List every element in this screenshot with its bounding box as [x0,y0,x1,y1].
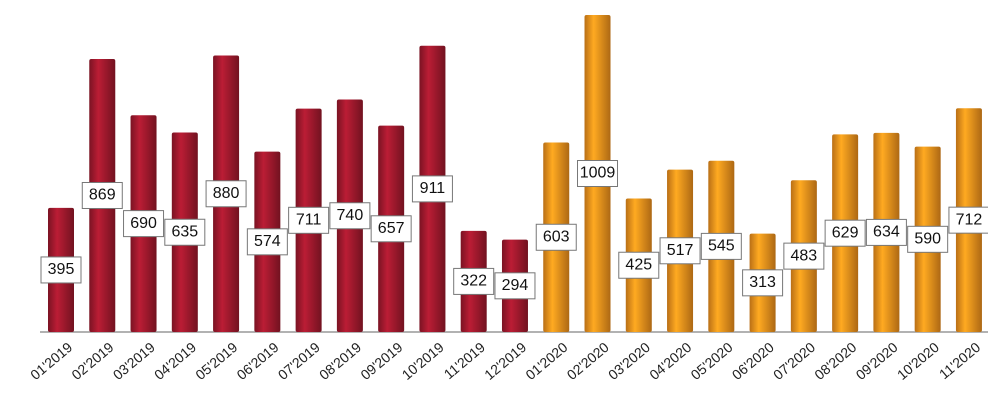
x-tick-label: 06'2020 [729,339,777,383]
x-tick-label: 02'2019 [68,339,116,383]
value-label: 574 [254,233,281,250]
x-tick-label: 05'2020 [688,339,736,383]
value-label: 313 [749,274,776,291]
x-tick-label: 07'2020 [770,339,818,383]
x-tick-label: 12'2019 [481,339,529,383]
value-label: 657 [378,220,405,237]
value-label-box [494,272,536,300]
x-tick-label: 11'2019 [441,339,488,382]
value-label: 911 [420,180,446,197]
value-label-box [824,219,866,247]
value-label-box [783,242,825,270]
value-label-box [535,223,577,251]
value-label-box [288,206,330,234]
x-tick-label: 01'2020 [522,339,570,383]
value-label-box [329,202,371,230]
value-label: 869 [89,187,116,204]
value-label-box [742,269,784,297]
value-label: 425 [625,256,652,273]
value-label: 395 [48,261,75,278]
value-label: 880 [213,185,240,202]
value-label: 590 [914,231,941,248]
value-label-box [700,232,742,260]
value-label-box [246,228,288,256]
value-label: 740 [337,207,364,224]
x-tick-label: 07'2019 [275,339,323,383]
value-label-box [618,251,660,279]
value-label: 322 [460,273,487,290]
x-tick-label: 04'2020 [646,339,694,383]
x-tick-label: 03'2020 [605,339,653,383]
value-label: 517 [667,242,694,259]
x-tick-label: 01'2019 [27,339,75,383]
x-tick-label: 08'2020 [811,339,859,383]
x-tick-label: 08'2019 [316,339,364,383]
x-tick-label: 05'2019 [192,339,240,383]
value-label-box [411,175,453,203]
value-label-box [205,180,247,208]
value-label-box [659,237,701,265]
value-label-box [577,160,619,187]
value-label: 545 [708,238,735,255]
value-label-box [123,210,165,238]
value-label: 635 [171,223,198,240]
x-tick-label: 09'2020 [853,339,901,383]
value-label-box [948,206,988,234]
x-tick-label: 10'2019 [399,339,447,383]
value-label: 294 [502,277,529,294]
x-tick-label: 06'2019 [234,339,282,383]
value-label: 634 [873,224,900,241]
value-label: 712 [956,211,983,228]
x-tick-label: 11'2020 [936,339,983,382]
value-label-box [81,181,123,209]
x-tick-label: 02'2020 [564,339,612,383]
value-label: 1009 [580,165,616,182]
value-label-box [907,225,949,253]
value-label: 603 [543,228,570,245]
value-label: 690 [130,215,157,232]
value-label-box [40,256,82,284]
x-tick-label: 03'2019 [110,339,158,383]
x-tick-label: 09'2019 [357,339,405,383]
value-label: 483 [791,247,818,264]
value-label-box [865,218,907,246]
value-label: 711 [296,212,322,229]
value-label-box [370,215,412,243]
x-tick-label: 04'2019 [151,339,199,383]
value-label-box [164,218,206,246]
x-tick-label: 10'2020 [894,339,942,383]
value-label: 629 [832,224,859,241]
value-label-box [453,267,495,295]
